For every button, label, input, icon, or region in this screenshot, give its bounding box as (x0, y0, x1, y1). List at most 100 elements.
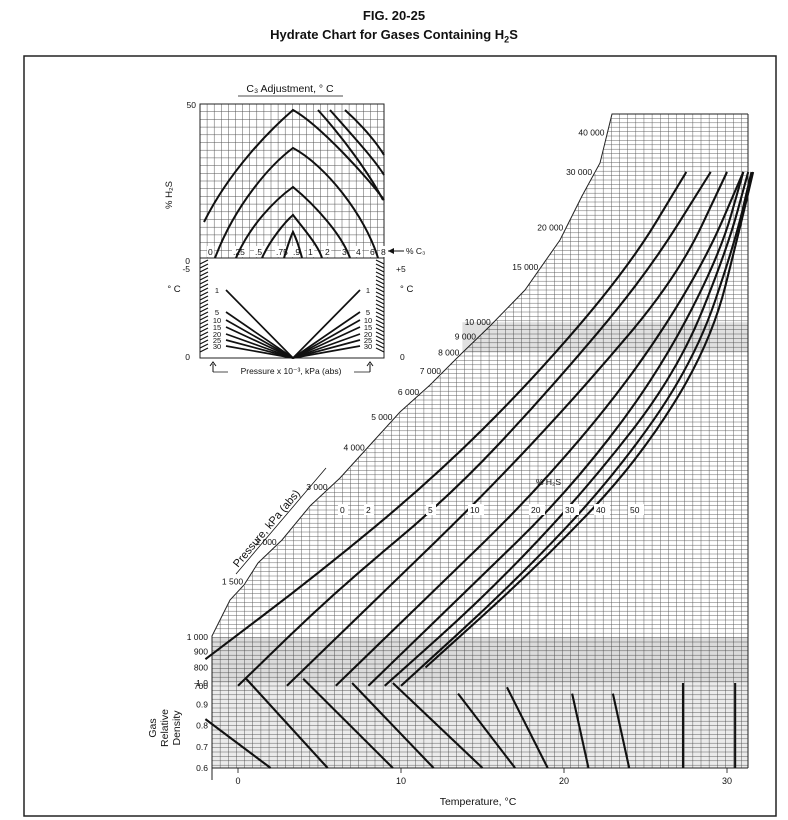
h2s-curve-30 (384, 171, 750, 687)
inset-fan-right-line (292, 333, 361, 359)
density-line-9 (611, 693, 631, 769)
inset-left-arrow (209, 361, 217, 372)
density-line-1 (204, 718, 272, 769)
inset-y-tick-label: 0 (185, 256, 190, 266)
inset-fan-right-label: 20 (364, 330, 372, 339)
inset-fan-left-line (225, 326, 294, 359)
inset-edge-hatch (375, 267, 385, 273)
inset-edge-hatch (199, 323, 209, 329)
inset-fan-left-label: 15 (213, 323, 221, 332)
inset-fan-right-line (292, 289, 361, 359)
inset-xlabel: Pressure x 10⁻³, kPa (abs) (241, 366, 342, 376)
inset-edge-hatch (199, 263, 209, 269)
inset-edge-hatch (199, 303, 209, 309)
inset-c3-curve (214, 146, 379, 259)
inset-edge-hatch (375, 271, 385, 277)
inset-edge-hatch (199, 279, 209, 285)
inset-c3-label-bg (355, 246, 363, 257)
h2s-curve-20 (367, 171, 745, 687)
inset-fan-left-line (225, 333, 294, 359)
h2s-series-label: 30 (565, 505, 575, 515)
inset-fan-left-label: 1 (215, 286, 219, 295)
inset-c3-label-bg (369, 246, 377, 257)
inset-edge-hatch (199, 343, 209, 349)
inset-edge-hatch (199, 267, 209, 273)
inset-edge-hatch (199, 311, 209, 317)
inset-edge-hatch (375, 311, 385, 317)
density-line-8 (571, 693, 590, 769)
pressure-tick-label: 6 000 (398, 387, 420, 397)
chart-frame (23, 55, 777, 817)
inset-edge-hatch (199, 307, 209, 313)
pressure-tick-label: 9 000 (455, 332, 477, 342)
inset-fan-left-label: 20 (213, 330, 221, 339)
inset-edge-hatch (375, 263, 385, 269)
density-tick-label: 0.8 (196, 721, 208, 731)
density-line-3 (302, 678, 394, 769)
pressure-tick-label: 7 000 (420, 366, 442, 376)
inset-edge-hatch (375, 319, 385, 325)
density-line-4 (351, 682, 435, 769)
title-end: S (509, 27, 518, 42)
inset-edge-hatch (375, 343, 385, 349)
x-tick-label: 0 (235, 776, 240, 786)
h2s-series-label: 2 (366, 505, 371, 515)
inset-c3-curve (235, 185, 351, 259)
shaded-band-1000 (212, 637, 748, 683)
h2s-series-label: 50 (630, 505, 640, 515)
pressure-axis-label: Pressure, kPa (abs) (231, 488, 303, 570)
figure-number: FIG. 20-25 (362, 8, 426, 23)
inset-fan-left-label: 10 (213, 316, 221, 325)
pressure-tick-label: 1 000 (187, 632, 209, 642)
inset-edge-hatch (199, 275, 209, 281)
pressure-tick-label: 5 000 (371, 412, 393, 422)
inset-edge-hatch (375, 291, 385, 297)
inset-edge-hatch (375, 299, 385, 305)
inset-c3-label: % C₃ (406, 246, 426, 256)
pressure-tick-label: 15 000 (512, 262, 538, 272)
inset-edge-hatch (199, 339, 209, 345)
h2s-series-label-bg (364, 504, 374, 515)
pressure-tick-label: 700 (194, 681, 208, 691)
inset-c3-label-bg (275, 246, 293, 257)
inset-edge-hatch (375, 303, 385, 309)
inset-right-arrow (366, 361, 374, 372)
h2s-series-label: 5 (428, 505, 433, 515)
inset-ylabel-bottom: ° C (167, 284, 180, 295)
inset-fan-right-label: 30 (364, 342, 372, 351)
inset-edge-hatch (199, 295, 209, 301)
inset-c3-tick-label: .5 (255, 247, 262, 257)
inset-edge-hatch (375, 331, 385, 337)
inset-fan-right-label: 25 (364, 336, 372, 345)
inset-edge-hatch (375, 323, 385, 329)
inset-c3-label-bg (341, 246, 349, 257)
inset-edge-hatch (199, 327, 209, 333)
pressure-tick-label: 1 500 (222, 577, 244, 587)
grid-boundary (211, 113, 748, 780)
inset-c3-curve (203, 108, 385, 223)
h2s-series-label-bg (594, 504, 610, 515)
density-axis-label-line: Gas (147, 718, 159, 737)
density-tick-label: 0.7 (196, 742, 208, 752)
pressure-tick-label: 2 000 (255, 537, 277, 547)
h2s-series-label: 40 (596, 505, 606, 515)
h2s-series-label-bg (426, 504, 436, 515)
inset-fan-left-label: 5 (215, 308, 219, 317)
inset-fan-right-line (292, 345, 361, 359)
pressure-tick-label: 900 (194, 646, 208, 656)
h2s-curve-0 (204, 171, 688, 661)
h2s-series-label: 10 (470, 505, 480, 515)
inset-c3-label-bg (307, 246, 315, 257)
inset-edge-hatch (199, 319, 209, 325)
pressure-axis-underline (235, 467, 327, 575)
inset-xlabel-bg (228, 364, 354, 377)
inset-fan-right-label: 1 (366, 286, 370, 295)
inset-fan-left-line (225, 319, 294, 359)
inset-y-tick-label: 50 (187, 100, 197, 110)
inset-fan-right-line (292, 319, 361, 359)
inset-c3-curve (329, 109, 385, 176)
inset-left-temp-tick: -5 (182, 264, 190, 274)
inset-left-temp-tick: 0 (185, 352, 190, 362)
inset-fan-right-label: 5 (366, 308, 370, 317)
